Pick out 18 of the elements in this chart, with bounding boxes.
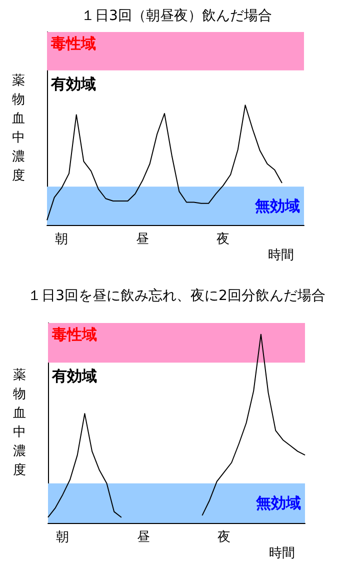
chart-title: １日3回を昼に飲み忘れ、夜に2回分飲んだ場合 — [28, 287, 326, 304]
text: 有効域 — [50, 74, 96, 93]
band-label: 無効域 — [254, 196, 300, 215]
band-label: 毒性域 — [50, 34, 96, 52]
chart-title: １日3回（朝昼夜）飲んだ場合 — [81, 8, 272, 24]
x-axis-title: 時間 — [269, 546, 295, 561]
band-label: 毒性域 — [51, 326, 97, 344]
x-tick-label: 昼 — [136, 530, 150, 545]
x-axis-title: 時間 — [268, 248, 294, 263]
x-tick-label: 朝 — [55, 232, 68, 247]
x-tick-label: 昼 — [136, 232, 149, 247]
x-tick-label: 夜 — [218, 529, 231, 545]
annotation: 有効域 — [51, 367, 97, 386]
y-axis-title: 薬物血中濃度 — [13, 368, 26, 478]
band-label: 無効域 — [255, 494, 301, 512]
x-tick-label: 朝 — [56, 530, 70, 545]
y-axis-title: 薬物血中濃度 — [12, 74, 25, 184]
x-tick-label: 夜 — [216, 231, 230, 247]
